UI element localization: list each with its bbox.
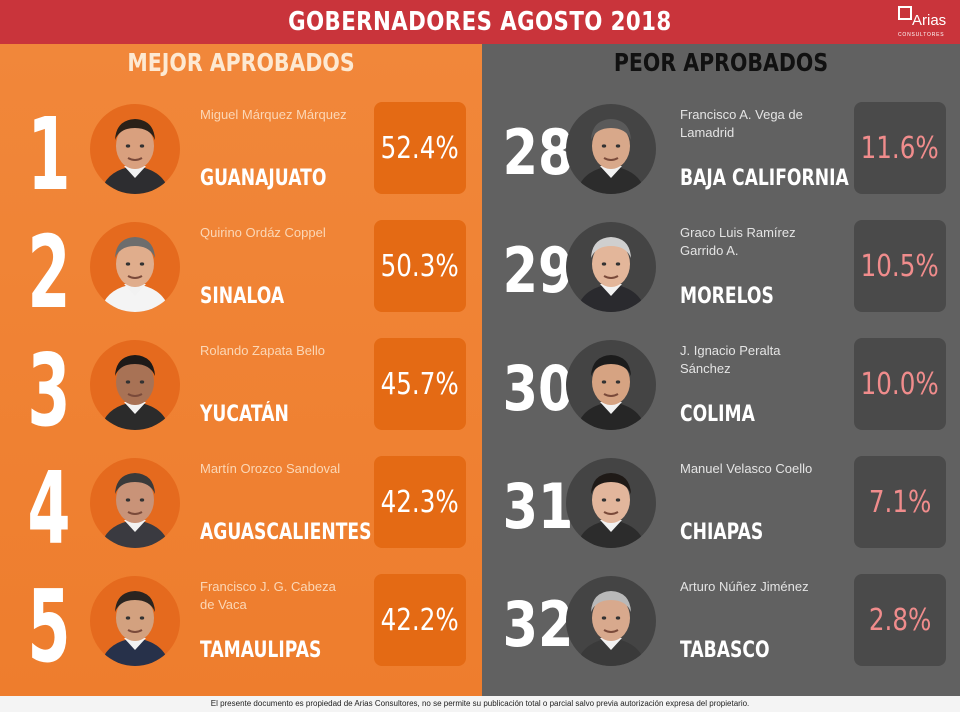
governor-row: 30 J. Ignacio Peralta Sánchez COLIMA 10.0% — [482, 334, 960, 452]
rank-number: 5 — [27, 568, 71, 685]
governor-name: Francisco A. Vega de Lamadrid — [680, 107, 803, 140]
rank-number: 30 — [502, 352, 574, 425]
governor-row: 32 Arturo Núñez Jiménez TABASCO 2.8% — [482, 570, 960, 688]
governor-photo — [90, 458, 180, 548]
governor-row: 4 Martín Orozco Sandoval AGUASCALIENTES 42.… — [0, 450, 482, 570]
governor-photo — [566, 458, 656, 548]
approval-box: 10.0% — [854, 338, 946, 430]
governor-photo — [90, 104, 180, 194]
governor-portrait-icon — [576, 237, 646, 312]
logo-subtext: CONSULTORES — [898, 32, 945, 38]
governor-name: Manuel Velasco Coello — [680, 461, 813, 476]
governor-photo — [566, 576, 656, 666]
approval-box: 52.4% — [374, 102, 466, 194]
rank-number: 28 — [502, 116, 574, 189]
logo-square-icon — [898, 6, 912, 20]
governor-name: Rolando Zapata Bello — [200, 343, 326, 358]
governor-photo — [566, 104, 656, 194]
governor-row: 29 Graco Luis Ramírez Garrido A. MORELOS 10… — [482, 216, 960, 334]
governor-name: Arturo Núñez Jiménez — [680, 579, 809, 594]
rank-number: 29 — [502, 234, 574, 307]
governor-photo — [566, 340, 656, 430]
state-name: COLIMA — [680, 402, 755, 427]
approval-percentage: 50.3% — [380, 248, 460, 284]
governor-row: 28 Francisco A. Vega de Lamadrid BAJA CALI… — [482, 98, 960, 216]
copyright-footer: El presente documento es propiedad de Ar… — [0, 696, 960, 712]
governor-row: 3 Rolando Zapata Bello YUCATÁN 45.7% — [0, 332, 482, 452]
approval-percentage: 42.3% — [380, 484, 460, 520]
governor-photo — [90, 576, 180, 666]
approval-percentage: 10.5% — [860, 248, 940, 284]
rank-number: 32 — [502, 588, 574, 661]
governor-photo — [90, 340, 180, 430]
governor-row: 1 Miguel Márquez Márquez GUANAJUATO 52.4% — [0, 96, 482, 216]
approval-percentage: 2.8% — [868, 602, 932, 638]
approval-percentage: 10.0% — [860, 366, 940, 402]
governor-portrait-icon — [100, 473, 170, 548]
governor-portrait-icon — [576, 473, 646, 548]
governor-portrait-icon — [576, 591, 646, 666]
approval-box: 50.3% — [374, 220, 466, 312]
governor-portrait-icon — [100, 119, 170, 194]
state-name: MORELOS — [680, 284, 774, 309]
worst-panel-title: PEOR APROBADOS — [613, 48, 829, 77]
approval-box: 42.3% — [374, 456, 466, 548]
governor-photo — [90, 222, 180, 312]
approval-box: 42.2% — [374, 574, 466, 666]
governor-portrait-icon — [100, 355, 170, 430]
approval-percentage: 7.1% — [868, 484, 932, 520]
logo-text: Arias — [912, 12, 947, 29]
governor-name: J. Ignacio Peralta Sánchez — [680, 343, 781, 376]
rank-number: 4 — [27, 450, 71, 567]
page-title: GOBERNADORES AGOSTO 2018 — [288, 7, 672, 37]
governor-portrait-icon — [100, 591, 170, 666]
state-name: GUANAJUATO — [200, 166, 327, 191]
state-name: TAMAULIPAS — [200, 638, 322, 663]
governor-name: Graco Luis Ramírez Garrido A. — [680, 225, 796, 258]
state-name: YUCATÁN — [200, 402, 289, 427]
governor-row: 5 Francisco J. G. Cabeza de Vaca TAMAULIPA… — [0, 568, 482, 688]
approval-box: 2.8% — [854, 574, 946, 666]
governor-row: 31 Manuel Velasco Coello CHIAPAS 7.1% — [482, 452, 960, 570]
arias-logo: Arias CONSULTORES — [898, 2, 950, 42]
header-bar: GOBERNADORES AGOSTO 2018 Arias CONSULTOR… — [0, 0, 960, 44]
approval-box: 10.5% — [854, 220, 946, 312]
governor-name: Francisco J. G. Cabeza de Vaca — [200, 579, 336, 612]
approval-percentage: 45.7% — [380, 366, 460, 402]
approval-percentage: 11.6% — [860, 130, 940, 166]
best-panel-title: MEJOR APROBADOS — [127, 48, 355, 77]
approval-box: 45.7% — [374, 338, 466, 430]
governor-name: Martín Orozco Sandoval — [200, 461, 341, 476]
governor-photo — [566, 222, 656, 312]
state-name: BAJA CALIFORNIA — [680, 166, 849, 191]
worst-approved-panel: PEOR APROBADOS 28 Francisco A. Vega de La… — [482, 44, 960, 696]
state-name: SINALOA — [200, 284, 285, 309]
governor-portrait-icon — [100, 237, 170, 312]
approval-box: 11.6% — [854, 102, 946, 194]
approval-percentage: 52.4% — [380, 130, 460, 166]
governor-row: 2 Quirino Ordáz Coppel SINALOA 50.3% — [0, 214, 482, 334]
governor-name: Miguel Márquez Márquez — [200, 107, 347, 122]
rank-number: 1 — [27, 96, 71, 213]
rank-number: 2 — [27, 214, 71, 331]
rank-number: 31 — [502, 470, 574, 543]
approval-percentage: 42.2% — [380, 602, 460, 638]
state-name: CHIAPAS — [680, 520, 764, 545]
rank-number: 3 — [27, 332, 71, 449]
governor-portrait-icon — [576, 355, 646, 430]
approval-box: 7.1% — [854, 456, 946, 548]
governor-name: Quirino Ordáz Coppel — [200, 225, 326, 240]
governor-portrait-icon — [576, 119, 646, 194]
state-name: TABASCO — [680, 638, 770, 663]
state-name: AGUASCALIENTES — [200, 520, 372, 545]
best-approved-panel: MEJOR APROBADOS 1 Miguel Márquez Márquez G… — [0, 44, 482, 696]
